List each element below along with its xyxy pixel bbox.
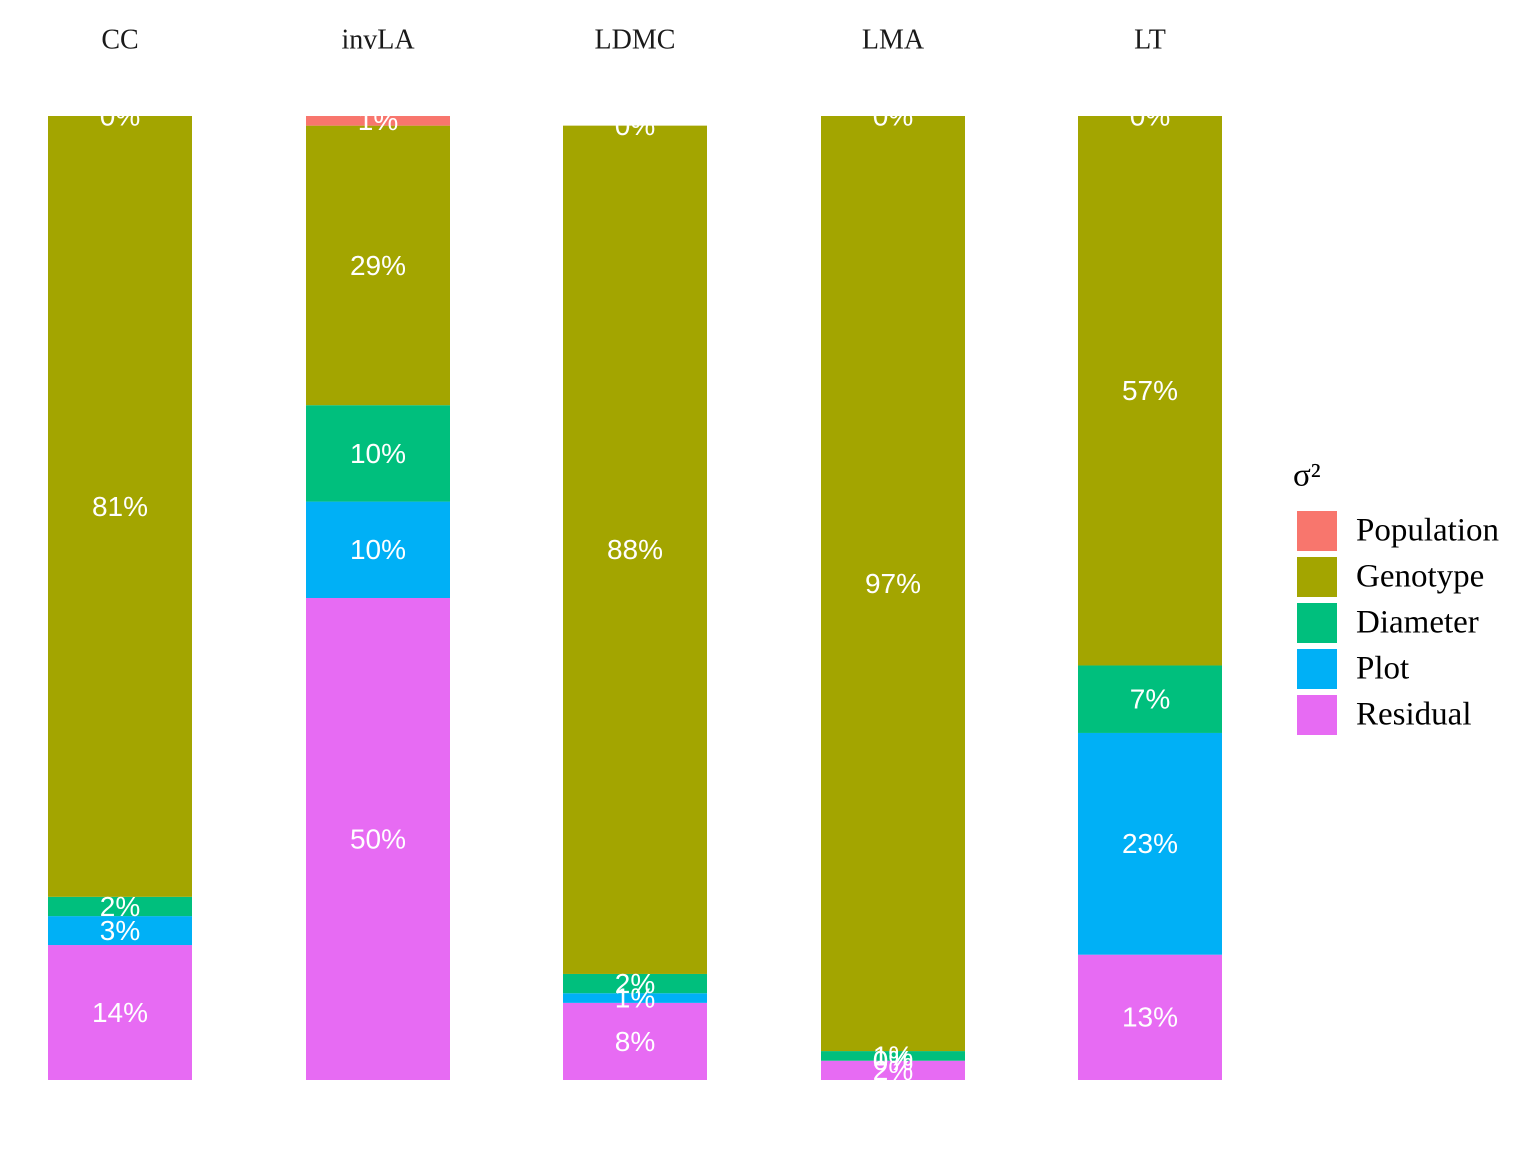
value-label: 50% xyxy=(350,823,406,854)
legend-key xyxy=(1297,603,1337,643)
value-label: 57% xyxy=(1122,375,1178,406)
legend-label: Genotype xyxy=(1356,559,1484,595)
value-label: 3% xyxy=(100,915,140,946)
bar-segment xyxy=(306,125,450,406)
bar-segment xyxy=(821,1060,965,1080)
value-label: 0% xyxy=(873,1045,913,1076)
bar-segment xyxy=(563,973,707,994)
value-label: 0% xyxy=(873,100,913,131)
value-label: 8% xyxy=(615,1026,655,1057)
value-label: 10% xyxy=(350,534,406,565)
legend-label: Diameter xyxy=(1356,605,1479,641)
legend-label: Residual xyxy=(1356,697,1471,733)
facet-title: CC xyxy=(101,24,138,55)
facet-title: LT xyxy=(1134,24,1166,55)
value-label: 0% xyxy=(1130,100,1170,131)
value-label: 14% xyxy=(92,997,148,1028)
bar-segment xyxy=(821,1051,965,1061)
bar-segment xyxy=(306,116,450,126)
value-label: 97% xyxy=(865,568,921,599)
value-label: 1% xyxy=(873,1040,913,1071)
legend-key xyxy=(1297,695,1337,735)
legend-label: Plot xyxy=(1356,651,1409,687)
bar-segment xyxy=(563,125,707,974)
bar-segment xyxy=(306,501,450,598)
bar-segment xyxy=(48,116,192,897)
value-label: 13% xyxy=(1122,1002,1178,1033)
bar-segment xyxy=(563,1002,707,1080)
legend-key xyxy=(1297,649,1337,689)
bar-segment xyxy=(563,993,707,1003)
bar-segment xyxy=(821,116,965,1052)
bar-segment xyxy=(1078,732,1222,955)
value-label: 2% xyxy=(100,891,140,922)
facet-title: LMA xyxy=(862,24,925,55)
legend-title: σ² xyxy=(1293,458,1321,494)
facet-title: LDMC xyxy=(595,24,676,55)
bar-segment xyxy=(306,405,450,502)
bar-segment xyxy=(48,916,192,946)
bar-segment xyxy=(1078,116,1222,666)
value-label: 23% xyxy=(1122,828,1178,859)
bar-segment xyxy=(48,945,192,1080)
bar-segment xyxy=(48,896,192,917)
facet-title: invLA xyxy=(341,24,415,55)
legend-label: Population xyxy=(1356,513,1499,549)
value-label: 2% xyxy=(873,1055,913,1086)
legend-key xyxy=(1297,511,1337,551)
value-label: 1% xyxy=(615,982,655,1013)
bar-segment xyxy=(1078,665,1222,733)
value-label: 1% xyxy=(358,105,398,136)
value-label: 0% xyxy=(100,100,140,131)
value-label: 0% xyxy=(615,110,655,141)
value-label: 88% xyxy=(607,534,663,565)
value-label: 29% xyxy=(350,250,406,281)
value-label: 2% xyxy=(615,968,655,999)
legend-key xyxy=(1297,557,1337,597)
bar-segment xyxy=(1078,954,1222,1080)
bar-segment xyxy=(306,598,450,1080)
value-label: 81% xyxy=(92,491,148,522)
value-label: 7% xyxy=(1130,684,1170,715)
value-label: 10% xyxy=(350,438,406,469)
